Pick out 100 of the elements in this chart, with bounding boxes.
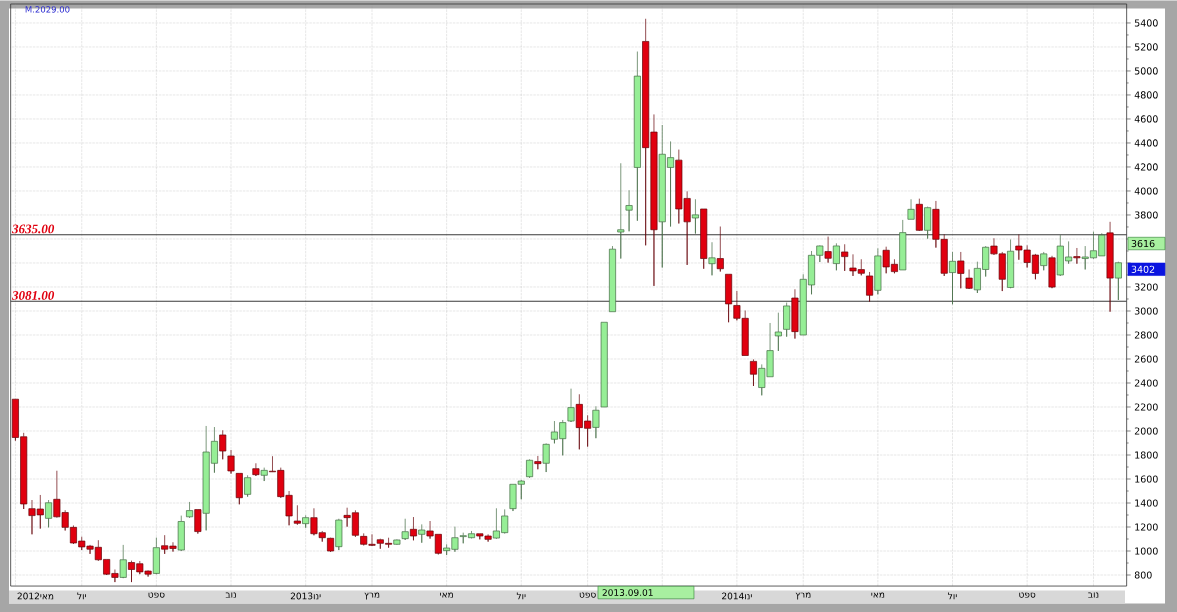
candlestick xyxy=(526,458,534,478)
candlestick xyxy=(774,312,782,352)
candlestick xyxy=(915,198,923,232)
candlestick xyxy=(542,442,550,473)
candlestick xyxy=(335,518,343,551)
y-tick-label: 1600 xyxy=(1135,475,1158,483)
y-tick-label: 2200 xyxy=(1134,403,1158,411)
text: 3616 xyxy=(1131,239,1155,247)
y-tick-label: 5200 xyxy=(1134,43,1158,51)
annotation: 3402 xyxy=(1131,265,1155,273)
candlestick xyxy=(783,302,791,337)
candlestick xyxy=(949,251,956,305)
candlestick xyxy=(608,245,616,312)
candlestick xyxy=(633,50,641,221)
y-tick-label: 4800 xyxy=(1134,91,1158,99)
y-tick-label: 2000 xyxy=(1134,427,1158,435)
x-tick-label: יאמ xyxy=(871,592,885,598)
candlestick xyxy=(874,247,882,295)
candlestick xyxy=(924,206,932,239)
x-tick-label: טפס xyxy=(579,592,596,598)
candlestick xyxy=(625,189,633,232)
candlestick xyxy=(866,271,874,302)
candlestick xyxy=(302,514,310,528)
candlestick xyxy=(244,474,252,497)
y-tick-label: 5400 xyxy=(1134,19,1158,27)
candlestick xyxy=(194,509,202,534)
candlestick xyxy=(252,462,260,477)
candlestick xyxy=(600,321,608,408)
candlestick xyxy=(957,251,965,289)
y-tick-label: 800 xyxy=(1134,571,1152,579)
candlestick xyxy=(186,501,194,518)
candlestick xyxy=(592,405,600,439)
candlestick xyxy=(1073,247,1081,264)
candlestick xyxy=(899,219,907,271)
ref-line-label: 3635.00 xyxy=(11,224,55,234)
x-tick-label: 2014וני xyxy=(722,592,752,600)
candlestick xyxy=(119,544,127,579)
candlestick xyxy=(841,243,849,272)
x-tick-label: 2012יאמ xyxy=(17,592,54,600)
candlestick xyxy=(617,162,625,259)
y-tick-label: 4200 xyxy=(1134,163,1158,171)
candlestick xyxy=(700,208,708,269)
candlestick xyxy=(749,358,757,387)
y-tick-label: 3200 xyxy=(1134,283,1158,291)
candlestick xyxy=(409,516,417,541)
candlestick xyxy=(1114,261,1122,301)
y-tick-label: 2400 xyxy=(1134,379,1158,387)
candlestick xyxy=(1007,238,1015,289)
candlestick xyxy=(260,467,268,482)
candlestick xyxy=(791,288,799,339)
candlestick xyxy=(534,455,542,470)
candlestick xyxy=(832,242,840,271)
y-tick-label: 5000 xyxy=(1134,67,1158,75)
candlestick xyxy=(691,198,699,234)
candlestick xyxy=(45,499,53,528)
y-tick-label: 2600 xyxy=(1134,355,1158,363)
x-tick-label: ץרמ xyxy=(795,592,811,600)
y-tick-label: 3800 xyxy=(1134,211,1158,219)
x-tick-label: בונ xyxy=(225,592,236,598)
candlestick xyxy=(716,225,724,272)
y-tick-label: 1800 xyxy=(1135,451,1158,459)
candlestick xyxy=(1106,221,1114,312)
candlestick xyxy=(152,537,160,575)
x-tick-label: יאמ xyxy=(440,592,453,598)
text: 2013.09.01 xyxy=(602,588,653,596)
y-tick-label: 2800 xyxy=(1134,331,1158,339)
x-tick-label: בונ xyxy=(1088,592,1099,598)
x-tick-label: טפס xyxy=(1019,592,1036,598)
candlestick xyxy=(327,537,335,552)
candlestick xyxy=(1048,255,1056,289)
candlestick xyxy=(708,241,716,276)
candlestick xyxy=(393,538,401,545)
candlestick xyxy=(219,429,227,460)
candlestick xyxy=(907,198,915,220)
annotation: M.2029.00 xyxy=(25,5,70,13)
x-tick-label: ץרמ xyxy=(364,592,380,600)
x-tick-label: לוי xyxy=(77,592,86,599)
y-tick-label: 4600 xyxy=(1134,115,1158,123)
x-tick-label: לוי xyxy=(516,592,526,599)
y-tick-label: 1200 xyxy=(1135,523,1158,531)
candlestick xyxy=(401,518,409,541)
x-tick-label: לוי xyxy=(948,592,957,599)
y-tick-label: 1400 xyxy=(1135,499,1158,507)
y-tick-label: 4400 xyxy=(1134,139,1158,147)
candlestick xyxy=(567,388,575,423)
candlestick xyxy=(725,273,733,323)
candlestick xyxy=(293,504,301,525)
candlestick xyxy=(227,449,235,474)
ref-line-label: 3081.00 xyxy=(11,290,55,300)
y-tick-label: 4000 xyxy=(1134,187,1158,195)
candlestick xyxy=(177,515,185,551)
y-tick-label: 1000 xyxy=(1135,547,1158,555)
candlestick xyxy=(1040,251,1048,271)
candlestick xyxy=(965,268,973,290)
x-tick-label: טפס xyxy=(148,592,165,598)
candlestick xyxy=(235,472,243,505)
x-tick-label: 2013וני xyxy=(290,592,321,600)
candlestick xyxy=(418,523,426,543)
candlestick xyxy=(824,236,832,263)
y-tick-label: 3000 xyxy=(1134,307,1158,315)
